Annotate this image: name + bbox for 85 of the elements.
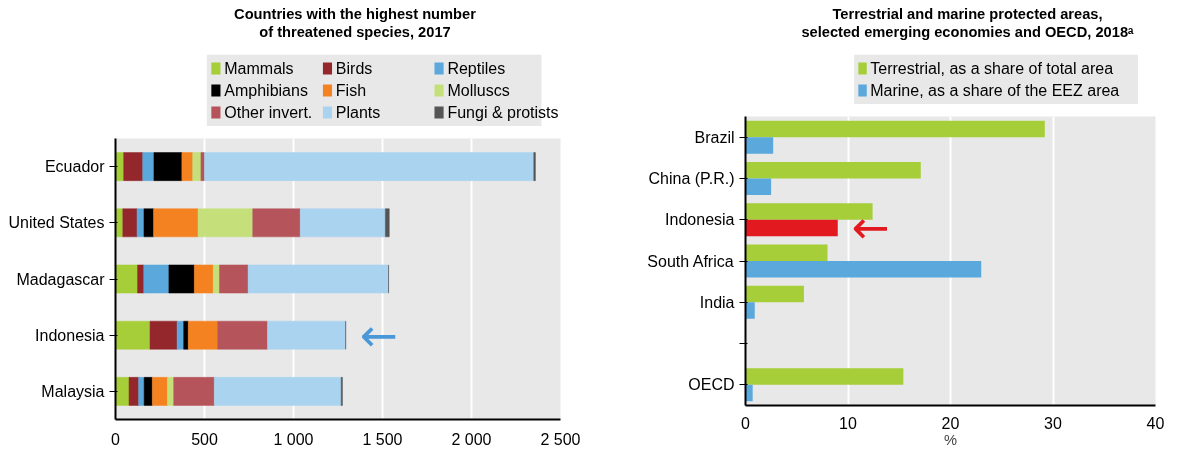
bar — [142, 152, 155, 181]
x-tick-label: 2 500 — [540, 430, 581, 448]
x-tick-label: 20 — [941, 414, 960, 432]
y-tick-label: Malaysia — [41, 382, 105, 400]
bar — [136, 208, 145, 238]
y-tick-label: Brazil — [694, 128, 735, 146]
y-tick-label: India — [699, 293, 735, 311]
bar — [143, 377, 153, 406]
bar — [745, 137, 774, 154]
bar — [183, 320, 189, 350]
bar — [204, 152, 535, 181]
bar — [143, 264, 170, 294]
bar — [143, 208, 154, 238]
bar — [745, 368, 904, 385]
bar — [192, 152, 202, 181]
chart-title: Terrestrial and marine protected areas, selected emerging economies and OECD, 2018ᵃ — [801, 5, 1134, 42]
y-tick-label: Madagascar — [16, 270, 106, 288]
bar — [200, 152, 205, 181]
y-tick-label: Indonesia — [665, 211, 735, 229]
legend-label: Amphibians — [224, 82, 308, 99]
bar — [745, 120, 1045, 138]
y-tick-label: Ecuador — [44, 158, 106, 176]
x-axis-title: % — [943, 431, 958, 448]
bar — [214, 377, 342, 406]
y-tick-label: Indonesia — [35, 326, 105, 344]
x-tick-label: 40 — [1146, 414, 1165, 432]
bar — [115, 320, 151, 350]
y-tick-label: China (P.R.) — [648, 169, 735, 187]
bar — [197, 208, 253, 238]
bar — [745, 261, 982, 278]
annotation: ← — [851, 201, 890, 255]
bar — [173, 377, 215, 406]
bar — [252, 208, 301, 238]
bar — [219, 264, 249, 294]
bar — [181, 152, 193, 181]
bar — [167, 377, 174, 406]
bar — [385, 208, 390, 238]
legend-label: Molluscs — [447, 82, 510, 99]
x-tick-label: 10 — [839, 414, 857, 432]
bar — [212, 264, 220, 294]
bar — [745, 203, 873, 220]
bar — [745, 161, 921, 179]
legend-label: Terrestrial, as a share of total area — [870, 60, 1114, 77]
legend-label: Fungi & protists — [447, 104, 559, 121]
bar — [153, 208, 199, 238]
bar — [168, 264, 195, 294]
bar — [176, 320, 184, 350]
bar — [247, 264, 389, 294]
bar — [122, 208, 138, 238]
legend-label: Reptiles — [447, 60, 506, 77]
legend-label: Fish — [335, 82, 367, 99]
x-tick-label: 2 000 — [451, 430, 492, 448]
bar — [152, 377, 168, 406]
bar — [149, 320, 178, 350]
x-tick-label: 500 — [191, 430, 218, 448]
bar — [115, 264, 138, 294]
x-tick-label: 1 500 — [362, 430, 403, 448]
legend-label: Mammals — [224, 60, 294, 77]
bar — [745, 285, 804, 303]
bar — [194, 264, 214, 294]
annotation: ← — [360, 308, 398, 362]
bar — [138, 377, 145, 406]
bar — [745, 244, 828, 261]
legend-label: Plants — [335, 104, 381, 121]
x-tick-label: 30 — [1044, 414, 1062, 432]
x-tick-label: 1 000 — [273, 430, 314, 448]
legend-label: Birds — [335, 60, 373, 77]
bar — [128, 377, 139, 406]
x-tick-label: 0 — [741, 414, 751, 432]
bar — [123, 152, 143, 181]
legend-label: Marine, as a share of the EEZ area — [870, 82, 1120, 99]
x-tick-label: 0 — [111, 430, 121, 448]
bar — [137, 264, 145, 294]
bar — [188, 320, 218, 350]
bar — [153, 152, 183, 181]
bar — [300, 208, 386, 238]
y-tick-label: OECD — [688, 376, 735, 394]
bar — [745, 178, 772, 195]
y-tick-label: South Africa — [647, 252, 734, 270]
bar — [745, 219, 838, 237]
y-tick-label: United States — [8, 214, 105, 232]
bar — [267, 320, 346, 350]
legend-label: Other invert. — [224, 104, 313, 121]
bar — [217, 320, 268, 350]
chart-title: Countries with the highest number of threatened species, 2017 — [234, 5, 476, 42]
